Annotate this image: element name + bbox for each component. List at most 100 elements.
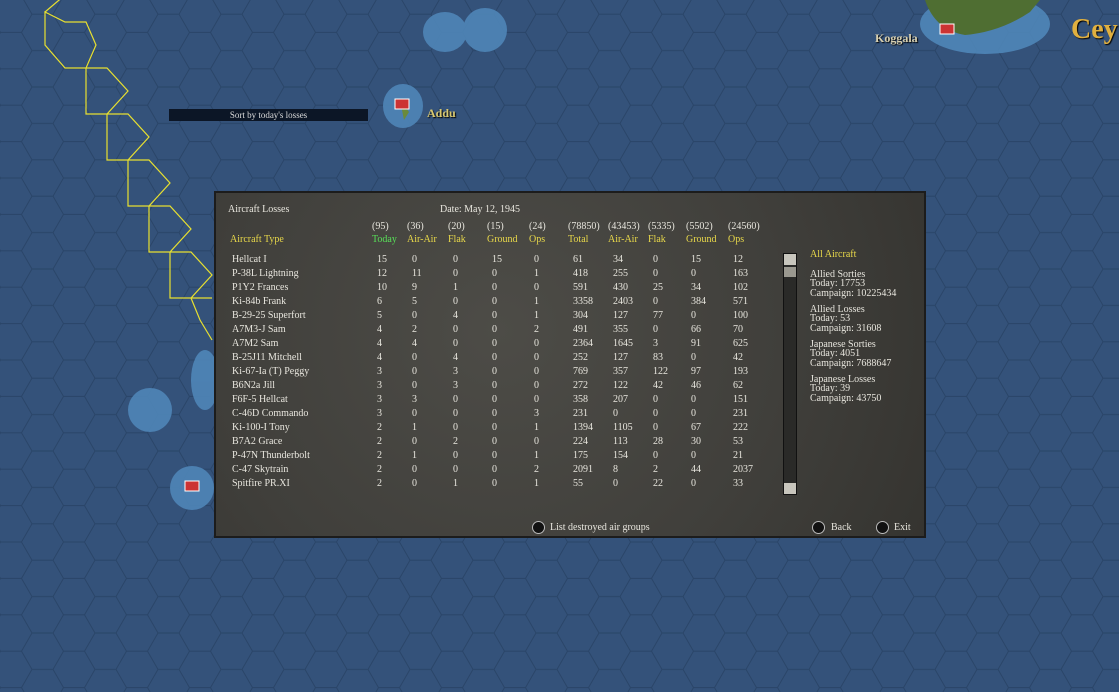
loss-cell: 3 bbox=[377, 394, 382, 405]
loss-cell: 3 bbox=[534, 408, 539, 419]
loss-cell: 0 bbox=[653, 394, 658, 405]
loss-cell: 3 bbox=[453, 366, 458, 377]
summary-campaign: Campaign: 31608 bbox=[810, 323, 882, 334]
aircraft-name: Ki-84b Frank bbox=[232, 296, 287, 307]
loss-cell: 193 bbox=[733, 366, 748, 377]
loss-cell: 0 bbox=[691, 352, 696, 363]
loss-cell: 34 bbox=[613, 254, 623, 265]
loss-cell: 222 bbox=[733, 422, 748, 433]
summary-today: Today: 4051 bbox=[810, 348, 861, 359]
column-header[interactable]: Ops bbox=[529, 234, 546, 245]
button-icon[interactable] bbox=[532, 521, 545, 534]
loss-cell: 231 bbox=[573, 408, 588, 419]
loss-cell: 0 bbox=[492, 436, 497, 447]
aircraft-name: A7M3-J Sam bbox=[232, 324, 286, 335]
loss-cell: 0 bbox=[534, 338, 539, 349]
aircraft-name: Ki-100-I Tony bbox=[232, 422, 290, 433]
loss-cell: 384 bbox=[691, 296, 706, 307]
loss-cell: 0 bbox=[492, 366, 497, 377]
loss-cell: 0 bbox=[453, 296, 458, 307]
loss-cell: 0 bbox=[492, 394, 497, 405]
button-icon[interactable] bbox=[812, 521, 825, 534]
loss-cell: 1 bbox=[534, 310, 539, 321]
loss-cell: 1 bbox=[534, 268, 539, 279]
loss-cell: 70 bbox=[733, 324, 743, 335]
column-header[interactable]: Flak bbox=[648, 234, 666, 245]
column-header[interactable]: Ground bbox=[487, 234, 518, 245]
panel-title: Aircraft Losses bbox=[228, 204, 290, 215]
loss-cell: 25 bbox=[653, 282, 663, 293]
scrollbar[interactable] bbox=[783, 253, 797, 495]
loss-cell: 46 bbox=[691, 380, 701, 391]
back-button[interactable]: Back bbox=[831, 522, 852, 533]
loss-cell: 1394 bbox=[573, 422, 593, 433]
loss-cell: 0 bbox=[534, 352, 539, 363]
loss-cell: 44 bbox=[691, 464, 701, 475]
loss-cell: 9 bbox=[412, 282, 417, 293]
loss-cell: 0 bbox=[412, 436, 417, 447]
loss-cell: 0 bbox=[412, 254, 417, 265]
loss-cell: 83 bbox=[653, 352, 663, 363]
aircraft-name: Ki-67-Ia (T) Peggy bbox=[232, 366, 310, 377]
loss-cell: 0 bbox=[492, 310, 497, 321]
loss-cell: 0 bbox=[492, 422, 497, 433]
loss-cell: 22 bbox=[653, 478, 663, 489]
scroll-up[interactable] bbox=[784, 254, 796, 265]
aircraft-name: C-47 Skytrain bbox=[232, 464, 289, 475]
loss-cell: 0 bbox=[653, 268, 658, 279]
scroll-down[interactable] bbox=[784, 483, 796, 494]
summary-campaign: Campaign: 10225434 bbox=[810, 288, 897, 299]
loss-cell: 12 bbox=[377, 268, 387, 279]
loss-cell: 0 bbox=[691, 310, 696, 321]
loss-cell: 0 bbox=[412, 310, 417, 321]
loss-cell: 0 bbox=[613, 408, 618, 419]
loss-cell: 33 bbox=[733, 478, 743, 489]
aircraft-name: Spitfire PR.XI bbox=[232, 478, 290, 489]
loss-cell: 0 bbox=[412, 380, 417, 391]
column-header[interactable]: Air-Air bbox=[608, 234, 638, 245]
exit-button[interactable]: Exit bbox=[894, 522, 911, 533]
loss-cell: 0 bbox=[534, 380, 539, 391]
loss-cell: 769 bbox=[573, 366, 588, 377]
loss-cell: 0 bbox=[453, 422, 458, 433]
column-header[interactable]: Today bbox=[372, 234, 397, 245]
loss-cell: 2 bbox=[534, 324, 539, 335]
column-total: (43453) bbox=[608, 221, 640, 232]
summary-title: Allied Sorties bbox=[810, 269, 866, 280]
loss-cell: 224 bbox=[573, 436, 588, 447]
column-header[interactable]: Flak bbox=[448, 234, 466, 245]
loss-cell: 3 bbox=[412, 394, 417, 405]
column-header[interactable]: Total bbox=[568, 234, 589, 245]
aircraft-name: Hellcat I bbox=[232, 254, 267, 265]
loss-cell: 42 bbox=[653, 380, 663, 391]
summary-today: Today: 39 bbox=[810, 383, 851, 394]
aircraft-name: B6N2a Jill bbox=[232, 380, 276, 391]
loss-cell: 5 bbox=[377, 310, 382, 321]
scroll-thumb[interactable] bbox=[784, 267, 796, 277]
column-header[interactable]: Ops bbox=[728, 234, 745, 245]
aircraft-name: P-38L Lightning bbox=[232, 268, 299, 279]
loss-cell: 2 bbox=[377, 422, 382, 433]
loss-cell: 357 bbox=[613, 366, 628, 377]
loss-cell: 0 bbox=[412, 352, 417, 363]
loss-cell: 2 bbox=[377, 478, 382, 489]
filter-label: All Aircraft bbox=[810, 249, 857, 260]
loss-cell: 0 bbox=[653, 296, 658, 307]
aircraft-name: B-29-25 Superfort bbox=[232, 310, 306, 321]
tooltip: Sort by today's losses bbox=[169, 109, 368, 121]
loss-cell: 151 bbox=[733, 394, 748, 405]
loss-cell: 0 bbox=[492, 408, 497, 419]
list-destroyed-button[interactable]: List destroyed air groups bbox=[550, 522, 650, 533]
loss-cell: 418 bbox=[573, 268, 588, 279]
column-total: (5502) bbox=[686, 221, 713, 232]
column-header[interactable]: Ground bbox=[686, 234, 717, 245]
loss-cell: 571 bbox=[733, 296, 748, 307]
button-icon[interactable] bbox=[876, 521, 889, 534]
loss-cell: 1645 bbox=[613, 338, 633, 349]
loss-cell: 0 bbox=[653, 254, 658, 265]
loss-cell: 0 bbox=[412, 464, 417, 475]
loss-cell: 0 bbox=[492, 338, 497, 349]
loss-cell: 163 bbox=[733, 268, 748, 279]
loss-cell: 55 bbox=[573, 478, 583, 489]
column-header[interactable]: Air-Air bbox=[407, 234, 437, 245]
